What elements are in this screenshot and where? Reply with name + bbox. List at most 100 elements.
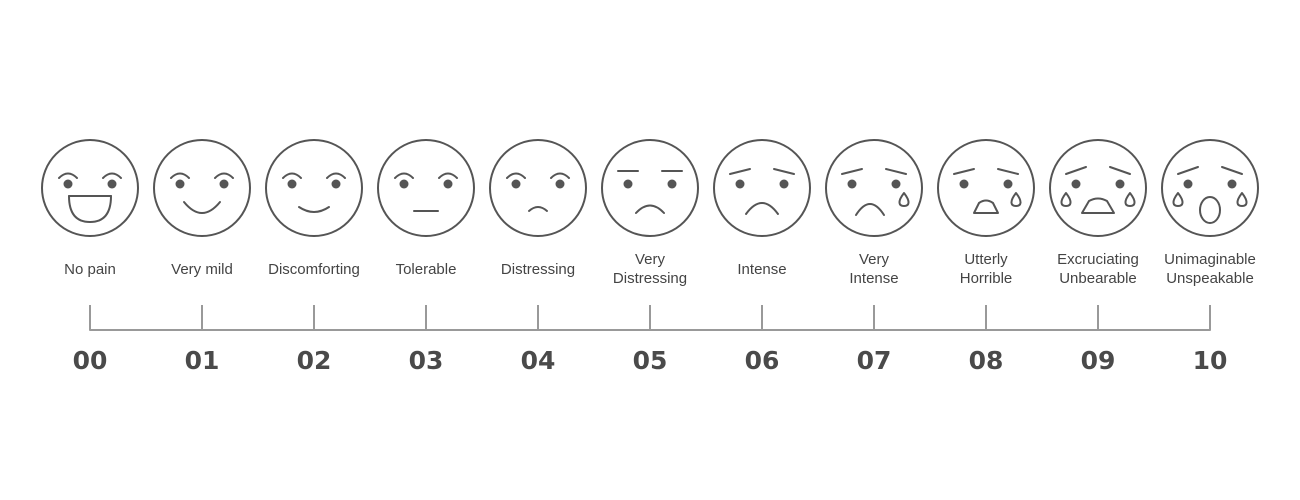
pain-label: Intense xyxy=(849,270,898,287)
eyebrow xyxy=(170,172,190,179)
face-icon xyxy=(937,139,1035,237)
tear xyxy=(1124,192,1136,207)
face-outline xyxy=(601,139,699,237)
pain-label: Distressing xyxy=(613,270,687,287)
face-icon xyxy=(489,139,587,237)
eyebrow xyxy=(885,168,907,175)
pain-label: Horrible xyxy=(960,270,1013,287)
eyebrow xyxy=(394,172,414,179)
face-icon xyxy=(825,139,923,237)
pain-label: Intense xyxy=(737,261,786,278)
eye xyxy=(847,179,857,189)
pain-number: 03 xyxy=(409,346,444,375)
pain-label: Unimaginable xyxy=(1164,251,1256,268)
eyebrow xyxy=(773,168,795,175)
eyebrow xyxy=(326,172,346,179)
eye xyxy=(287,179,297,189)
eye xyxy=(511,179,521,189)
face-outline xyxy=(41,139,139,237)
pain-number: 06 xyxy=(745,346,780,375)
eye xyxy=(175,179,185,189)
face-icon xyxy=(713,139,811,237)
mouth xyxy=(183,201,221,214)
mouth xyxy=(68,195,112,223)
mouth xyxy=(1199,196,1221,224)
face-icon xyxy=(41,139,139,237)
pain-label: Very mild xyxy=(171,261,233,278)
eyebrow xyxy=(438,172,458,179)
tear xyxy=(1172,192,1184,207)
eyebrow xyxy=(953,168,975,175)
eye xyxy=(1115,179,1125,189)
pain-number: 01 xyxy=(185,346,220,375)
eye xyxy=(735,179,745,189)
eyebrow xyxy=(1177,166,1199,175)
face-outline xyxy=(713,139,811,237)
pain-label: No pain xyxy=(64,261,116,278)
eye xyxy=(1227,179,1237,189)
face-outline xyxy=(265,139,363,237)
tear xyxy=(1236,192,1248,207)
face-icon xyxy=(601,139,699,237)
eye xyxy=(107,179,117,189)
pain-label: Tolerable xyxy=(396,261,457,278)
mouth xyxy=(855,203,885,216)
pain-number: 09 xyxy=(1081,346,1116,375)
eyebrow xyxy=(729,168,751,175)
face-icon xyxy=(1049,139,1147,237)
pain-label: Utterly xyxy=(964,251,1008,268)
pain-label: Distressing xyxy=(501,261,575,278)
tear xyxy=(1010,192,1022,207)
pain-number: 10 xyxy=(1193,346,1228,375)
eyebrow xyxy=(58,172,78,179)
pain-label: Very xyxy=(635,251,666,268)
eye xyxy=(555,179,565,189)
eye xyxy=(219,179,229,189)
face-outline xyxy=(1161,139,1259,237)
eyebrow xyxy=(841,168,863,175)
eye xyxy=(623,179,633,189)
eye xyxy=(1183,179,1193,189)
eyebrow xyxy=(102,172,122,179)
eyebrow xyxy=(282,172,302,179)
pain-number: 07 xyxy=(857,346,892,375)
eye xyxy=(1003,179,1013,189)
face-outline xyxy=(1049,139,1147,237)
face-icon xyxy=(377,139,475,237)
eye xyxy=(891,179,901,189)
mouth xyxy=(745,202,779,215)
pain-label: Very xyxy=(859,251,890,268)
eyebrow xyxy=(1065,166,1087,175)
pain-number: 05 xyxy=(633,346,668,375)
mouth xyxy=(973,199,999,214)
eye xyxy=(399,179,409,189)
face-outline xyxy=(825,139,923,237)
eyebrow xyxy=(1109,166,1131,175)
mouth xyxy=(1081,197,1115,214)
tear xyxy=(1060,192,1072,207)
eye xyxy=(443,179,453,189)
eye xyxy=(667,179,677,189)
mouth xyxy=(528,206,548,212)
mouth xyxy=(635,204,665,214)
face-outline xyxy=(489,139,587,237)
face-icon xyxy=(153,139,251,237)
eye xyxy=(63,179,73,189)
pain-label: Unspeakable xyxy=(1166,270,1254,287)
eye xyxy=(331,179,341,189)
eyebrow xyxy=(214,172,234,179)
eyebrow xyxy=(1221,166,1243,175)
eye xyxy=(1071,179,1081,189)
eye xyxy=(959,179,969,189)
eyebrow xyxy=(997,168,1019,175)
tear xyxy=(898,192,910,207)
face-outline xyxy=(377,139,475,237)
face-icon xyxy=(1161,139,1259,237)
face-outline xyxy=(937,139,1035,237)
face-icon xyxy=(265,139,363,237)
pain-label: Unbearable xyxy=(1059,270,1137,287)
pain-number: 00 xyxy=(73,346,108,375)
pain-number: 02 xyxy=(297,346,332,375)
